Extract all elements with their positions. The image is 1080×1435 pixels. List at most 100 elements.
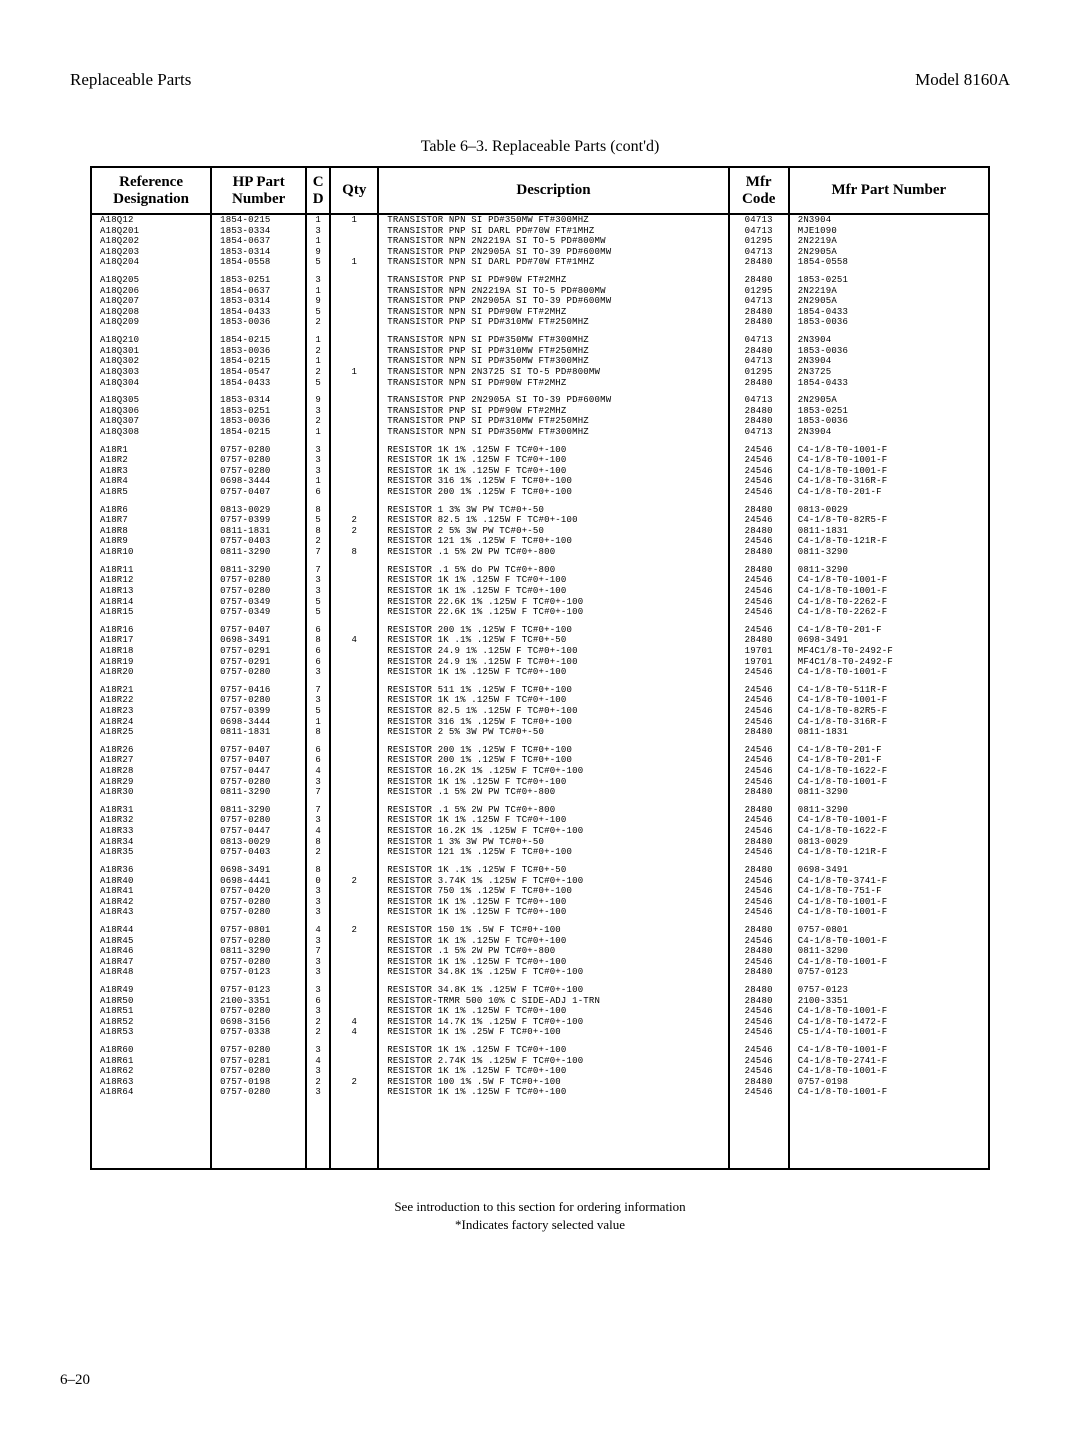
page-header: Replaceable Parts Model 8160A — [70, 70, 1010, 90]
cell-qty: 4 — [330, 1017, 378, 1028]
cell-desc: RESISTOR 2 5% 3W PW TC#0+-50 — [378, 727, 728, 738]
cell-qty: 2 — [330, 526, 378, 537]
cell-mfrpn: C4-1/8-T0-1001-F — [789, 936, 989, 947]
cell-qty — [330, 395, 378, 406]
cell-ref: A18R36 — [91, 865, 211, 876]
cell-mfrpn: C4-1/8-T0-1001-F — [789, 815, 989, 826]
cell-mfr: 28480 — [729, 317, 789, 328]
cell-mfr: 19701 — [729, 646, 789, 657]
cell-qty — [330, 378, 378, 389]
cell-qty — [330, 296, 378, 307]
cell-desc: RESISTOR 1K 1% .125W F TC#0+-100 — [378, 455, 728, 466]
table-row: A18R610757-02814RESISTOR 2.74K 1% .125W … — [91, 1056, 989, 1067]
cell-cd: 9 — [306, 247, 330, 258]
col-mfr: Mfr Code — [729, 167, 789, 214]
cell-mfr: 24546 — [729, 1045, 789, 1056]
col-hp: HP Part Number — [211, 167, 306, 214]
cell-mfr: 01295 — [729, 367, 789, 378]
cell-ref: A18R64 — [91, 1087, 211, 1098]
cell-hp: 0757-0280 — [211, 1066, 306, 1077]
cell-mfrpn: C4-1/8-T0-2262-F — [789, 597, 989, 608]
cell-mfrpn: 2N2905A — [789, 296, 989, 307]
cell-mfr: 04713 — [729, 296, 789, 307]
cell-mfrpn: MJE1090 — [789, 226, 989, 237]
cell-hp: 0757-0349 — [211, 597, 306, 608]
cell-mfr: 24546 — [729, 575, 789, 586]
cell-mfrpn: 0757-0801 — [789, 925, 989, 936]
cell-mfr: 28480 — [729, 565, 789, 576]
table-row: A18R130757-02803RESISTOR 1K 1% .125W F T… — [91, 586, 989, 597]
cell-qty — [330, 427, 378, 438]
table-row: A18R520698-315624RESISTOR 14.7K 1% .125W… — [91, 1017, 989, 1028]
cell-hp: 0757-0447 — [211, 766, 306, 777]
cell-mfr: 28480 — [729, 416, 789, 427]
cell-hp: 0811-3290 — [211, 547, 306, 558]
cell-hp: 1854-0637 — [211, 286, 306, 297]
cell-cd: 5 — [306, 597, 330, 608]
cell-cd: 1 — [306, 335, 330, 346]
cell-ref: A18R32 — [91, 815, 211, 826]
cell-mfr: 24546 — [729, 1056, 789, 1067]
cell-cd: 3 — [306, 466, 330, 477]
table-row: A18R480757-01233RESISTOR 34.8K 1% .125W … — [91, 967, 989, 978]
table-row: A18R640757-02803RESISTOR 1K 1% .125W F T… — [91, 1087, 989, 1098]
cell-mfr: 28480 — [729, 946, 789, 957]
cell-cd: 7 — [306, 805, 330, 816]
cell-cd: 4 — [306, 925, 330, 936]
cell-mfr: 24546 — [729, 445, 789, 456]
cell-qty — [330, 886, 378, 897]
cell-qty — [330, 1045, 378, 1056]
table-row: A18Q2051853-02513TRANSISTOR PNP SI PD#90… — [91, 275, 989, 286]
cell-qty — [330, 967, 378, 978]
cell-cd: 5 — [306, 607, 330, 618]
cell-qty — [330, 777, 378, 788]
cell-hp: 2100-3351 — [211, 996, 306, 1007]
cell-ref: A18R50 — [91, 996, 211, 1007]
cell-qty: 1 — [330, 367, 378, 378]
cell-hp: 0811-3290 — [211, 787, 306, 798]
cell-mfrpn: C4-1/8-T0-2741-F — [789, 1056, 989, 1067]
table-row: A18R20757-02803RESISTOR 1K 1% .125W F TC… — [91, 455, 989, 466]
cell-cd: 3 — [306, 226, 330, 237]
cell-ref: A18R52 — [91, 1017, 211, 1028]
cell-mfrpn: 2100-3351 — [789, 996, 989, 1007]
cell-mfr: 28480 — [729, 967, 789, 978]
cell-hp: 1854-0215 — [211, 214, 306, 226]
cell-mfr: 04713 — [729, 335, 789, 346]
cell-qty — [330, 865, 378, 876]
cell-mfr: 04713 — [729, 356, 789, 367]
cell-desc: RESISTOR 316 1% .125W F TC#0+-100 — [378, 717, 728, 728]
cell-desc: RESISTOR 34.8K 1% .125W F TC#0+-100 — [378, 985, 728, 996]
cell-qty — [330, 745, 378, 756]
cell-desc: RESISTOR .1 5% do PW TC#0+-800 — [378, 565, 728, 576]
cell-desc: RESISTOR 16.2K 1% .125W F TC#0+-100 — [378, 766, 728, 777]
cell-cd: 9 — [306, 296, 330, 307]
cell-cd: 8 — [306, 727, 330, 738]
cell-cd: 1 — [306, 356, 330, 367]
cell-cd: 3 — [306, 695, 330, 706]
table-row: A18R200757-02803RESISTOR 1K 1% .125W F T… — [91, 667, 989, 678]
table-row: A18R220757-02803RESISTOR 1K 1% .125W F T… — [91, 695, 989, 706]
cell-mfrpn: C4-1/8-T0-201-F — [789, 755, 989, 766]
cell-qty — [330, 536, 378, 547]
cell-hp: 0698-3444 — [211, 717, 306, 728]
cell-hp: 0757-0291 — [211, 657, 306, 668]
group-gap — [91, 328, 989, 335]
cell-mfrpn: 2N3904 — [789, 427, 989, 438]
cell-desc: RESISTOR 82.5 1% .125W F TC#0+-100 — [378, 515, 728, 526]
cell-mfr: 24546 — [729, 1006, 789, 1017]
cell-ref: A18Q12 — [91, 214, 211, 226]
cell-desc: RESISTOR 200 1% .125W F TC#0+-100 — [378, 625, 728, 636]
cell-qty — [330, 826, 378, 837]
cell-hp: 0757-0349 — [211, 607, 306, 618]
group-gap — [91, 978, 989, 985]
table-row: A18R170698-349184RESISTOR 1K .1% .125W F… — [91, 635, 989, 646]
cell-hp: 0757-0447 — [211, 826, 306, 837]
cell-qty — [330, 356, 378, 367]
table-row: A18R70757-039952RESISTOR 82.5 1% .125W F… — [91, 515, 989, 526]
cell-hp: 0757-0407 — [211, 625, 306, 636]
table-row: A18Q3041854-04335TRANSISTOR NPN SI PD#90… — [91, 378, 989, 389]
cell-ref: A18R31 — [91, 805, 211, 816]
group-gap — [91, 388, 989, 395]
cell-mfr: 24546 — [729, 717, 789, 728]
